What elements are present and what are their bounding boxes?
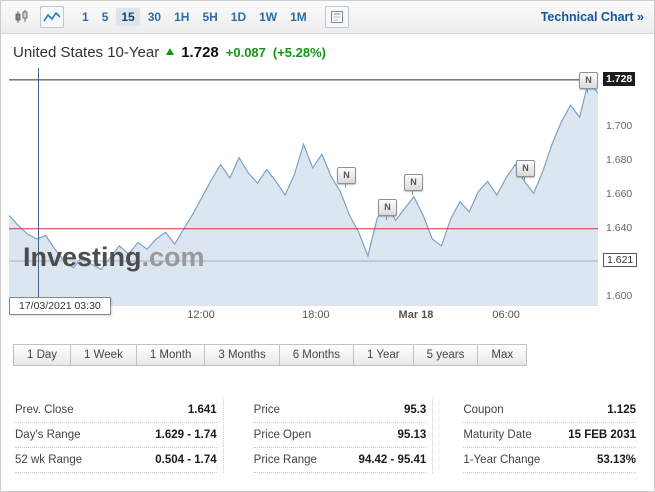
news-marker-3[interactable]: N — [404, 174, 423, 195]
stat-row-maturity-date: Maturity Date 15 FEB 2031 — [463, 423, 636, 448]
news-events-icon[interactable] — [324, 6, 349, 28]
stat-row-price: Price 95.3 — [253, 398, 427, 423]
range-3-months[interactable]: 3 Months — [204, 344, 280, 366]
stat-value: 94.42 - 95.41 — [358, 454, 427, 466]
investing-com-watermark: Investing.com — [23, 244, 205, 271]
stat-value: 1.629 - 1.74 — [155, 429, 217, 441]
range-1-day[interactable]: 1 Day — [13, 344, 72, 366]
stat-label: Price Open — [253, 429, 312, 441]
technical-chart-link[interactable]: Technical Chart » — [540, 10, 644, 24]
toolbar-left-group: 1 5 15 30 1H 5H 1D 1W 1M — [11, 6, 541, 28]
stat-label: Price Range — [253, 454, 317, 466]
line-path — [9, 78, 598, 271]
stat-row-day-s-range: Day's Range 1.629 - 1.74 — [15, 423, 217, 448]
news-glyph — [330, 11, 343, 23]
interval-1m[interactable]: 1M — [290, 10, 307, 24]
interval-30[interactable]: 30 — [147, 10, 162, 24]
line-chart-type-icon[interactable] — [40, 6, 64, 28]
news-marker-2[interactable]: N — [378, 199, 397, 220]
x-axis-label-12:00: 12:00 — [187, 309, 215, 321]
y-axis-label-1.600: 1.600 — [606, 289, 633, 302]
stat-label: Maturity Date — [463, 429, 532, 441]
y-axis-label-1.621: 1.621 — [603, 252, 638, 267]
price-change: +0.087 — [225, 44, 266, 60]
interval-1h[interactable]: 1H — [174, 10, 190, 24]
stat-label: 1-Year Change — [463, 454, 541, 466]
y-axis: 1.728 1.700 1.680 1.660 1.640 1.621 1.600 — [602, 68, 652, 305]
candlestick-glyph — [15, 10, 28, 23]
news-marker-5[interactable]: N — [579, 72, 598, 93]
y-axis-label-1.660: 1.660 — [606, 187, 633, 200]
stat-value: 15 FEB 2031 — [568, 429, 636, 441]
area-path — [9, 79, 598, 305]
interval-15[interactable]: 15 — [116, 8, 140, 26]
stat-row-52-wk-range: 52 wk Range 0.504 - 1.74 — [15, 448, 217, 473]
stats-table: Prev. Close 1.641 Day's Range 1.629 - 1.74 5… — [13, 398, 642, 473]
watermark-suffix: .com — [141, 242, 205, 272]
range-1-year[interactable]: 1 Year — [353, 344, 414, 366]
stat-value: 53.13% — [596, 454, 636, 466]
stat-label: Price — [253, 404, 280, 416]
x-axis-label-18:00: 18:00 — [302, 309, 330, 321]
stat-value: 95.13 — [397, 429, 427, 441]
x-axis: 12:00 18:00 Mar 18 06:00 — [9, 309, 598, 327]
stat-label: Day's Range — [15, 429, 81, 441]
crosshair-timestamp-tooltip: 17/03/2021 03:30 — [9, 297, 111, 315]
interval-5h[interactable]: 5H — [202, 10, 218, 24]
price-change-pct: (+5.28%) — [272, 44, 327, 60]
range-buttons: 1 Day 1 Week 1 Month 3 Months 6 Months 1 Year… — [13, 344, 654, 366]
range-6-months[interactable]: 6 Months — [278, 344, 355, 366]
stat-row-coupon: Coupon 1.125 — [463, 398, 636, 423]
stat-value: 1.125 — [607, 404, 636, 416]
range-1-week[interactable]: 1 Week — [70, 344, 137, 366]
range-5-years[interactable]: 5 years — [412, 344, 479, 366]
x-axis-label-mar-18: Mar 18 — [398, 309, 434, 321]
price-area-chart — [9, 78, 598, 305]
line-chart-glyph — [43, 11, 61, 22]
news-marker-4[interactable]: N — [516, 160, 535, 181]
y-axis-label-1.728: 1.728 — [603, 71, 636, 86]
interval-1w[interactable]: 1W — [259, 10, 278, 24]
interval-1[interactable]: 1 — [82, 10, 89, 24]
stats-column-2: Price 95.3 Price Open 95.13 Price Range 94.42… — [222, 398, 433, 473]
news-marker-1[interactable]: N — [337, 167, 356, 188]
range-max[interactable]: Max — [477, 344, 528, 366]
interval-1d[interactable]: 1D — [230, 10, 247, 24]
instrument-name: United States 10-Year — [13, 43, 160, 61]
range-1-month[interactable]: 1 Month — [135, 344, 206, 366]
stat-label: Prev. Close — [15, 404, 74, 416]
stats-column-1: Prev. Close 1.641 Day's Range 1.629 - 1.74 5… — [13, 398, 223, 473]
stat-value: 1.641 — [187, 404, 217, 416]
stat-label: Coupon — [463, 404, 504, 416]
stat-value: 95.3 — [403, 404, 427, 416]
candlestick-chart-type-icon[interactable] — [11, 7, 33, 27]
interval-list: 1 5 15 30 1H 5H 1D 1W 1M — [77, 8, 312, 26]
chart-toolbar: 1 5 15 30 1H 5H 1D 1W 1M Technical Chart » — [1, 1, 654, 34]
crosshair-vertical-line — [38, 68, 39, 305]
stat-row-price-range: Price Range 94.42 - 95.41 — [253, 448, 427, 473]
stats-column-3: Coupon 1.125 Maturity Date 15 FEB 2031 1-Yea… — [432, 398, 642, 473]
y-axis-label-1.700: 1.700 — [606, 120, 633, 133]
up-arrow-icon — [166, 47, 175, 55]
stat-row-price-open: Price Open 95.13 — [253, 423, 427, 448]
stat-value: 0.504 - 1.74 — [155, 454, 217, 466]
y-axis-label-1.680: 1.680 — [606, 154, 633, 167]
instrument-header: United States 10-Year 1.728 +0.087 (+5.2… — [1, 34, 654, 64]
last-price: 1.728 — [181, 43, 219, 61]
interval-5[interactable]: 5 — [101, 10, 109, 24]
watermark-name: Investing — [23, 242, 142, 272]
y-axis-label-1.640: 1.640 — [606, 221, 633, 234]
stat-label: 52 wk Range — [15, 454, 83, 466]
stat-row-prev-close: Prev. Close 1.641 — [15, 398, 217, 423]
x-axis-label-06:00: 06:00 — [492, 309, 520, 321]
stat-row-1-year-change: 1-Year Change 53.13% — [463, 448, 636, 473]
